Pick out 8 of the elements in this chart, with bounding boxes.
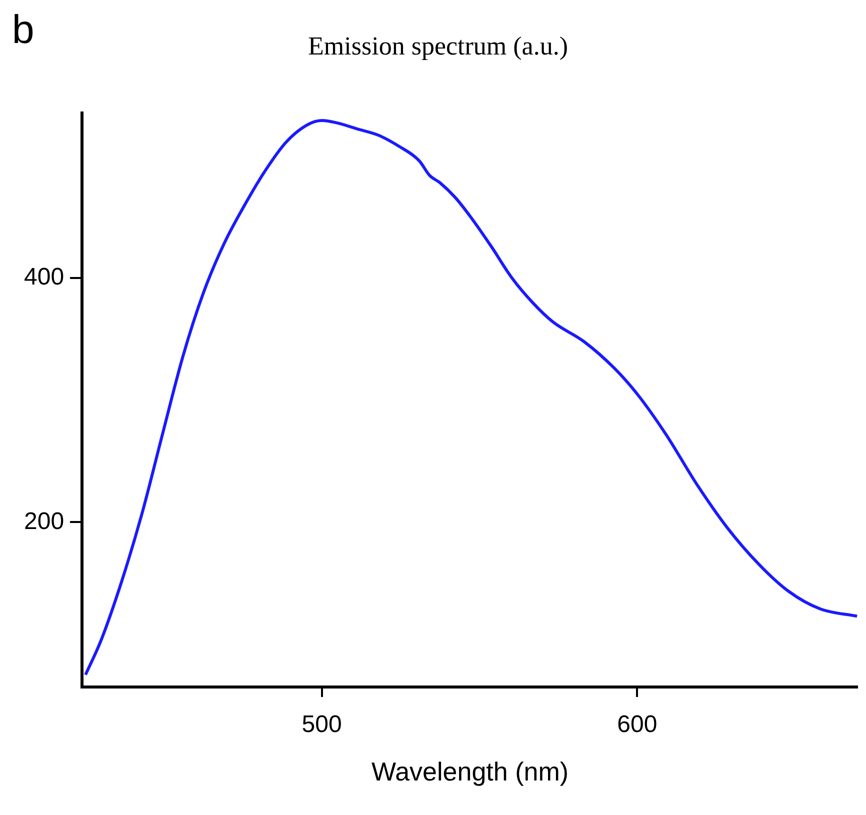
y-tick-label: 400 bbox=[24, 264, 64, 291]
y-tick-label: 200 bbox=[24, 508, 64, 535]
line-series bbox=[84, 119, 858, 676]
x-tick-label: 500 bbox=[302, 711, 342, 738]
chart-title: Emission spectrum (a.u.) bbox=[308, 31, 568, 60]
x-tick-label: 600 bbox=[617, 711, 658, 738]
text: b bbox=[12, 8, 34, 52]
x-axis-title: Wavelength (nm) bbox=[372, 756, 569, 787]
